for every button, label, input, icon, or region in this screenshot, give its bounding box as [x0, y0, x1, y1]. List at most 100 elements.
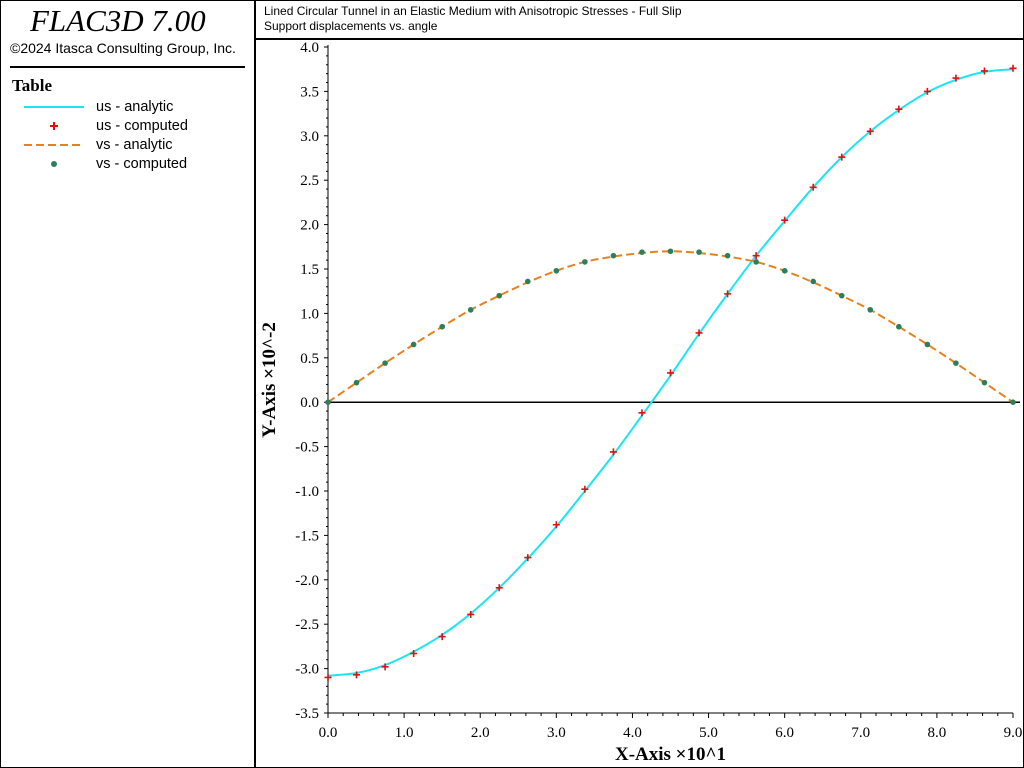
- legend-item-us-analytic: us - analytic: [14, 98, 244, 117]
- app-title: FLAC3D 7.00: [30, 3, 206, 38]
- y-tick-label: 1.0: [300, 306, 319, 322]
- data-point-vs-computed: [696, 249, 702, 255]
- legend-title: Table: [12, 76, 53, 95]
- chart-title: Lined Circular Tunnel in an Elastic Medi…: [264, 4, 682, 18]
- data-point-vs-computed: [724, 252, 731, 259]
- chart-header: Lined Circular Tunnel in an Elastic Medi…: [256, 0, 1024, 40]
- data-point-us-computed: [866, 127, 874, 135]
- data-point-us-computed: [609, 448, 617, 456]
- legend-label: us - computed: [96, 118, 188, 134]
- data-point-us-computed: [381, 663, 389, 671]
- y-tick-label: -1.5: [295, 528, 319, 544]
- y-tick-label: 0.5: [300, 351, 319, 367]
- data-point-us-computed: [667, 369, 674, 377]
- info-panel: FLAC3D 7.00 ©2024 Itasca Consulting Grou…: [0, 0, 256, 768]
- data-point-us-computed: [781, 216, 789, 224]
- data-point-us-computed: [895, 105, 903, 113]
- y-axis-label: Y-Axis ×10^-2: [259, 322, 280, 438]
- data-point-vs-computed: [753, 259, 759, 265]
- data-point-vs-computed: [610, 252, 617, 259]
- data-point-us-computed: [1009, 64, 1017, 72]
- data-point-vs-computed: [353, 379, 360, 386]
- data-point-vs-computed: [524, 278, 531, 285]
- data-point-us-computed: [353, 671, 361, 679]
- dashed-line-icon: [24, 144, 84, 146]
- x-tick-label: 6.0: [775, 725, 794, 741]
- data-point-vs-computed: [1010, 399, 1016, 406]
- y-tick-label: 3.0: [300, 129, 319, 145]
- data-point-us-computed: [838, 153, 846, 161]
- data-point-vs-computed: [439, 323, 445, 330]
- data-point-us-computed: [324, 673, 332, 681]
- data-point-vs-computed: [953, 360, 959, 366]
- data-point-vs-computed: [981, 379, 988, 386]
- data-point-us-computed: [952, 74, 960, 82]
- x-tick-label: 4.0: [623, 725, 642, 741]
- y-tick-label: 2.5: [300, 173, 319, 189]
- data-point-us-computed: [724, 290, 732, 298]
- x-tick-label: 1.0: [395, 725, 414, 741]
- data-point-vs-computed: [639, 249, 645, 255]
- data-point-us-computed: [524, 554, 532, 562]
- y-tick-label: 3.5: [300, 84, 319, 100]
- x-tick-label: 7.0: [851, 725, 870, 741]
- legend-item-vs-analytic: vs - analytic: [14, 136, 244, 155]
- plus-marker-icon: [50, 122, 58, 130]
- data-point-us-computed: [467, 610, 475, 618]
- data-point-vs-computed: [867, 307, 874, 313]
- legend-label: us - analytic: [96, 99, 174, 115]
- y-tick-label: 0.0: [300, 395, 319, 411]
- legend-label: vs - computed: [96, 156, 188, 172]
- x-axis-label: X-Axis ×10^1: [615, 744, 726, 765]
- data-point-vs-computed: [667, 248, 674, 255]
- series-line-vs-analytic: [327, 250, 1014, 404]
- data-point-vs-computed: [467, 307, 474, 313]
- data-point-vs-computed: [896, 323, 902, 330]
- y-tick-label: 4.0: [300, 40, 319, 56]
- x-tick-label: 9.0: [1004, 725, 1023, 741]
- y-tick-label: -2.0: [295, 573, 319, 589]
- copyright-text: ©2024 Itasca Consulting Group, Inc.: [10, 40, 236, 56]
- legend-item-us-computed: us - computed: [14, 117, 244, 136]
- divider: [10, 66, 245, 68]
- data-point-vs-computed: [924, 341, 931, 348]
- data-point-us-computed: [638, 409, 646, 417]
- dot-marker-icon: [51, 161, 57, 167]
- data-point-vs-computed: [325, 399, 331, 406]
- solid-line-icon: [24, 106, 84, 108]
- x-tick-label: 5.0: [699, 725, 718, 741]
- data-point-vs-computed: [553, 267, 560, 274]
- data-point-us-computed: [923, 87, 931, 95]
- data-point-us-computed: [495, 584, 503, 592]
- x-tick-label: 8.0: [928, 725, 947, 741]
- data-point-us-computed: [581, 485, 589, 493]
- legend-label: vs - analytic: [96, 137, 173, 153]
- y-tick-label: -0.5: [295, 440, 319, 456]
- data-point-vs-computed: [382, 360, 388, 366]
- data-point-us-computed: [552, 521, 560, 529]
- data-point-us-computed: [695, 329, 703, 337]
- data-point-us-computed: [809, 183, 817, 191]
- data-point-vs-computed: [838, 292, 845, 299]
- y-tick-label: -3.5: [295, 706, 319, 722]
- y-tick-label: 2.0: [300, 218, 319, 234]
- data-point-vs-computed: [410, 341, 417, 348]
- data-point-vs-computed: [496, 292, 503, 299]
- data-point-vs-computed: [781, 267, 788, 274]
- data-point-vs-computed: [582, 259, 588, 265]
- data-point-us-computed: [438, 633, 446, 641]
- legend-item-vs-computed: vs - computed: [14, 155, 244, 174]
- x-tick-label: 2.0: [471, 725, 490, 741]
- data-point-us-computed: [410, 650, 418, 658]
- y-tick-label: -1.0: [295, 484, 319, 500]
- x-tick-label: 3.0: [547, 725, 566, 741]
- data-point-us-computed: [980, 67, 988, 75]
- y-tick-label: -2.5: [295, 617, 319, 633]
- y-tick-label: -3.0: [295, 662, 319, 678]
- data-point-vs-computed: [810, 278, 817, 285]
- x-tick-label: 0.0: [319, 725, 338, 741]
- data-point-us-computed: [752, 252, 760, 260]
- y-tick-label: 1.5: [300, 262, 319, 278]
- chart-subtitle: Support displacements vs. angle: [264, 19, 438, 33]
